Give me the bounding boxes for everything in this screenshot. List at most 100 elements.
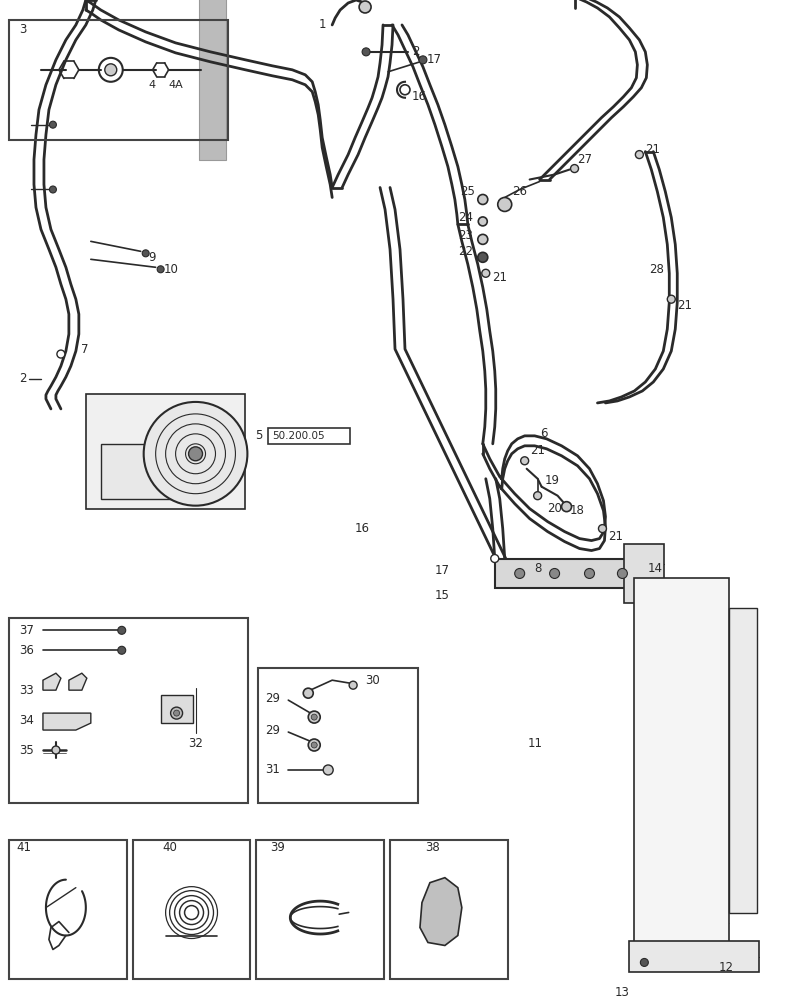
Bar — [625, 544, 664, 603]
Text: 16: 16 — [355, 522, 370, 535]
Text: 32: 32 — [189, 737, 203, 750]
Text: 30: 30 — [365, 674, 380, 687]
Circle shape — [419, 56, 427, 64]
Text: 21: 21 — [530, 444, 545, 457]
Text: 14: 14 — [647, 562, 662, 575]
Text: 11: 11 — [528, 737, 542, 750]
Bar — [390, 840, 508, 979]
Text: 50.200.05: 50.200.05 — [272, 431, 325, 441]
Bar — [268, 428, 350, 444]
Bar — [630, 941, 759, 972]
Text: 24: 24 — [458, 211, 473, 224]
Circle shape — [144, 402, 247, 506]
Circle shape — [57, 350, 65, 358]
Text: 2: 2 — [412, 45, 419, 58]
Text: 7: 7 — [81, 343, 88, 356]
Circle shape — [478, 217, 487, 226]
Circle shape — [170, 707, 182, 719]
Circle shape — [362, 48, 370, 56]
Circle shape — [482, 269, 490, 277]
Text: 28: 28 — [650, 263, 664, 276]
Text: 25: 25 — [460, 185, 474, 198]
Bar — [9, 840, 126, 979]
Bar — [494, 559, 650, 588]
Text: 21: 21 — [609, 530, 623, 543]
Polygon shape — [43, 713, 91, 730]
Bar — [9, 20, 229, 140]
Text: 41: 41 — [16, 841, 31, 854]
Circle shape — [308, 711, 320, 723]
Circle shape — [157, 266, 164, 273]
Text: 12: 12 — [719, 961, 734, 974]
Circle shape — [478, 234, 488, 244]
Text: 10: 10 — [164, 263, 178, 276]
Text: 13: 13 — [614, 986, 630, 999]
Circle shape — [521, 457, 529, 465]
Circle shape — [498, 197, 512, 211]
Text: 26: 26 — [512, 185, 526, 198]
Text: 23: 23 — [458, 229, 473, 242]
Text: 39: 39 — [270, 841, 286, 854]
Text: 33: 33 — [19, 684, 34, 697]
Circle shape — [640, 958, 648, 966]
Text: 5: 5 — [255, 429, 262, 442]
Text: 19: 19 — [545, 474, 560, 487]
Circle shape — [598, 525, 606, 533]
Text: 17: 17 — [427, 53, 442, 66]
Circle shape — [618, 568, 627, 578]
Circle shape — [50, 121, 57, 128]
Text: 21: 21 — [492, 271, 506, 284]
Text: 18: 18 — [570, 504, 585, 517]
Text: 35: 35 — [19, 744, 34, 757]
Circle shape — [308, 739, 320, 751]
Text: 15: 15 — [435, 589, 450, 602]
Polygon shape — [420, 878, 462, 945]
Text: 36: 36 — [19, 644, 34, 657]
Text: 3: 3 — [19, 23, 26, 36]
Text: 2: 2 — [19, 372, 26, 385]
Bar — [133, 840, 250, 979]
Bar — [198, 0, 226, 160]
Text: 9: 9 — [149, 251, 156, 264]
Circle shape — [514, 568, 525, 578]
Circle shape — [478, 194, 488, 204]
Text: 31: 31 — [266, 763, 280, 776]
Bar — [86, 394, 246, 509]
Circle shape — [534, 492, 542, 500]
Text: 21: 21 — [646, 143, 660, 156]
Bar — [258, 668, 418, 803]
Text: 37: 37 — [19, 624, 34, 637]
Circle shape — [142, 250, 149, 257]
Bar — [161, 695, 193, 723]
Circle shape — [478, 252, 488, 262]
Text: 1: 1 — [318, 18, 326, 31]
Bar — [634, 578, 729, 942]
Circle shape — [174, 710, 179, 716]
Text: 16: 16 — [412, 90, 427, 103]
Circle shape — [562, 502, 571, 512]
Circle shape — [50, 186, 57, 193]
Circle shape — [118, 626, 126, 634]
Circle shape — [323, 765, 333, 775]
Bar — [729, 608, 757, 913]
Text: 27: 27 — [578, 153, 593, 166]
Text: 38: 38 — [425, 841, 440, 854]
Circle shape — [326, 767, 330, 772]
Circle shape — [303, 688, 314, 698]
Text: 29: 29 — [266, 692, 280, 705]
Text: 20: 20 — [548, 502, 562, 515]
Text: 17: 17 — [435, 564, 450, 577]
Text: 8: 8 — [534, 562, 542, 575]
Text: 29: 29 — [266, 724, 280, 737]
Circle shape — [311, 714, 318, 720]
Circle shape — [635, 151, 643, 159]
Text: 22: 22 — [458, 245, 473, 258]
Circle shape — [189, 447, 202, 461]
Polygon shape — [43, 673, 61, 690]
Text: 34: 34 — [19, 714, 34, 727]
Circle shape — [550, 568, 559, 578]
Text: 4A: 4A — [169, 80, 183, 90]
Text: 6: 6 — [540, 427, 547, 440]
Circle shape — [359, 1, 371, 13]
Circle shape — [349, 681, 357, 689]
